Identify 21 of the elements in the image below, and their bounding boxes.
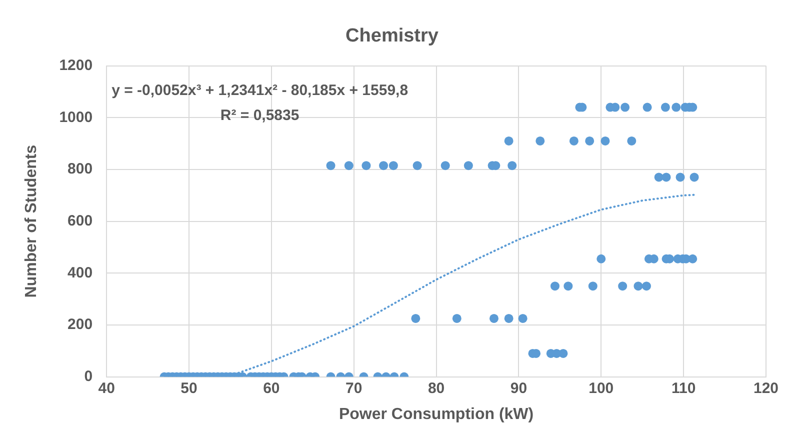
y-tick-label: 600	[68, 212, 93, 230]
x-tick-label: 50	[180, 380, 198, 397]
x-tick-label: 60	[263, 380, 280, 397]
x-tick-label: 80	[428, 380, 445, 397]
y-tick-label: 0	[84, 368, 93, 385]
y-axis-title: Number of Students	[23, 144, 40, 298]
y-tick-label: 1200	[59, 56, 93, 74]
y-tick-label: 800	[68, 160, 93, 178]
x-axis-title: Power Consumption (kW)	[338, 406, 534, 423]
x-tick-label: 40	[98, 380, 115, 397]
chart-title: Chemistry	[346, 26, 439, 47]
x-tick-label: 110	[671, 380, 696, 397]
x-tick-label: 120	[753, 380, 779, 397]
annotation: y = -0,0052x³ + 1,2341x² - 80,185x + 1559,8	[112, 82, 408, 99]
y-tick-label: 400	[68, 264, 93, 282]
y-tick-label: 200	[68, 316, 93, 334]
annotation: R² = 0,5835	[220, 106, 300, 124]
x-tick-label: 90	[510, 380, 528, 397]
x-tick-label: 100	[588, 380, 614, 397]
y-tick-label: 1000	[59, 108, 93, 126]
x-tick-label: 70	[346, 380, 362, 397]
